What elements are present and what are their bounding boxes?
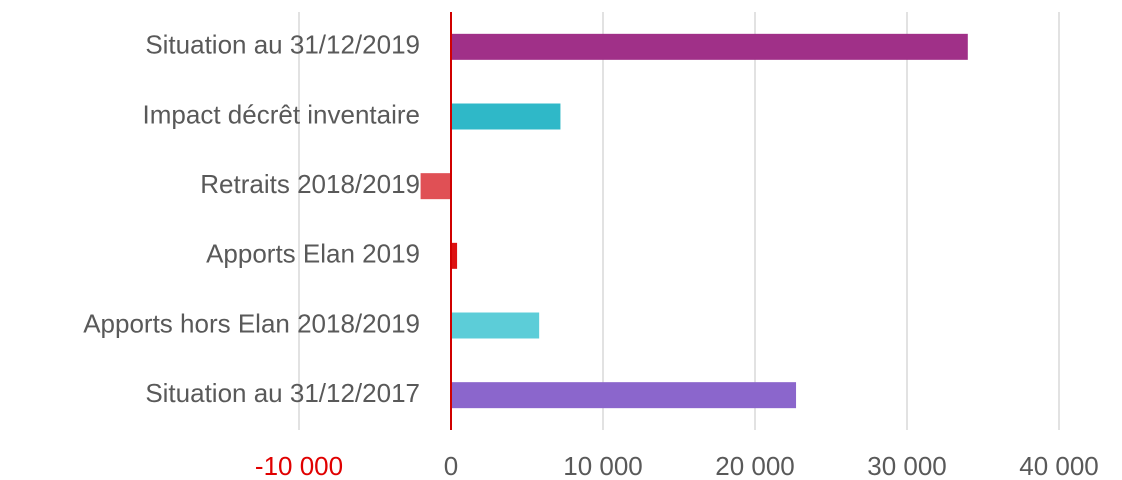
bar [420, 173, 451, 200]
x-tick-label: 40 000 [1019, 451, 1099, 480]
y-tick-label: Apports hors Elan 2018/2019 [83, 308, 420, 338]
y-tick-label: Situation au 31/12/2019 [145, 30, 420, 60]
bar [451, 33, 968, 60]
y-tick-label: Situation au 31/12/2017 [145, 378, 420, 408]
x-tick-label: 10 000 [563, 451, 643, 480]
bar [451, 382, 797, 409]
bar [451, 103, 561, 130]
x-tick-label: 0 [444, 451, 458, 480]
bar [451, 242, 458, 269]
x-tick-label: 30 000 [867, 451, 947, 480]
bar [451, 312, 540, 339]
y-tick-label: Apports Elan 2019 [206, 239, 420, 269]
x-tick-label: -10 000 [255, 451, 343, 480]
x-tick-label: 20 000 [715, 451, 795, 480]
y-tick-label: Impact décrêt inventaire [143, 99, 420, 129]
y-tick-label: Retraits 2018/2019 [200, 169, 420, 199]
